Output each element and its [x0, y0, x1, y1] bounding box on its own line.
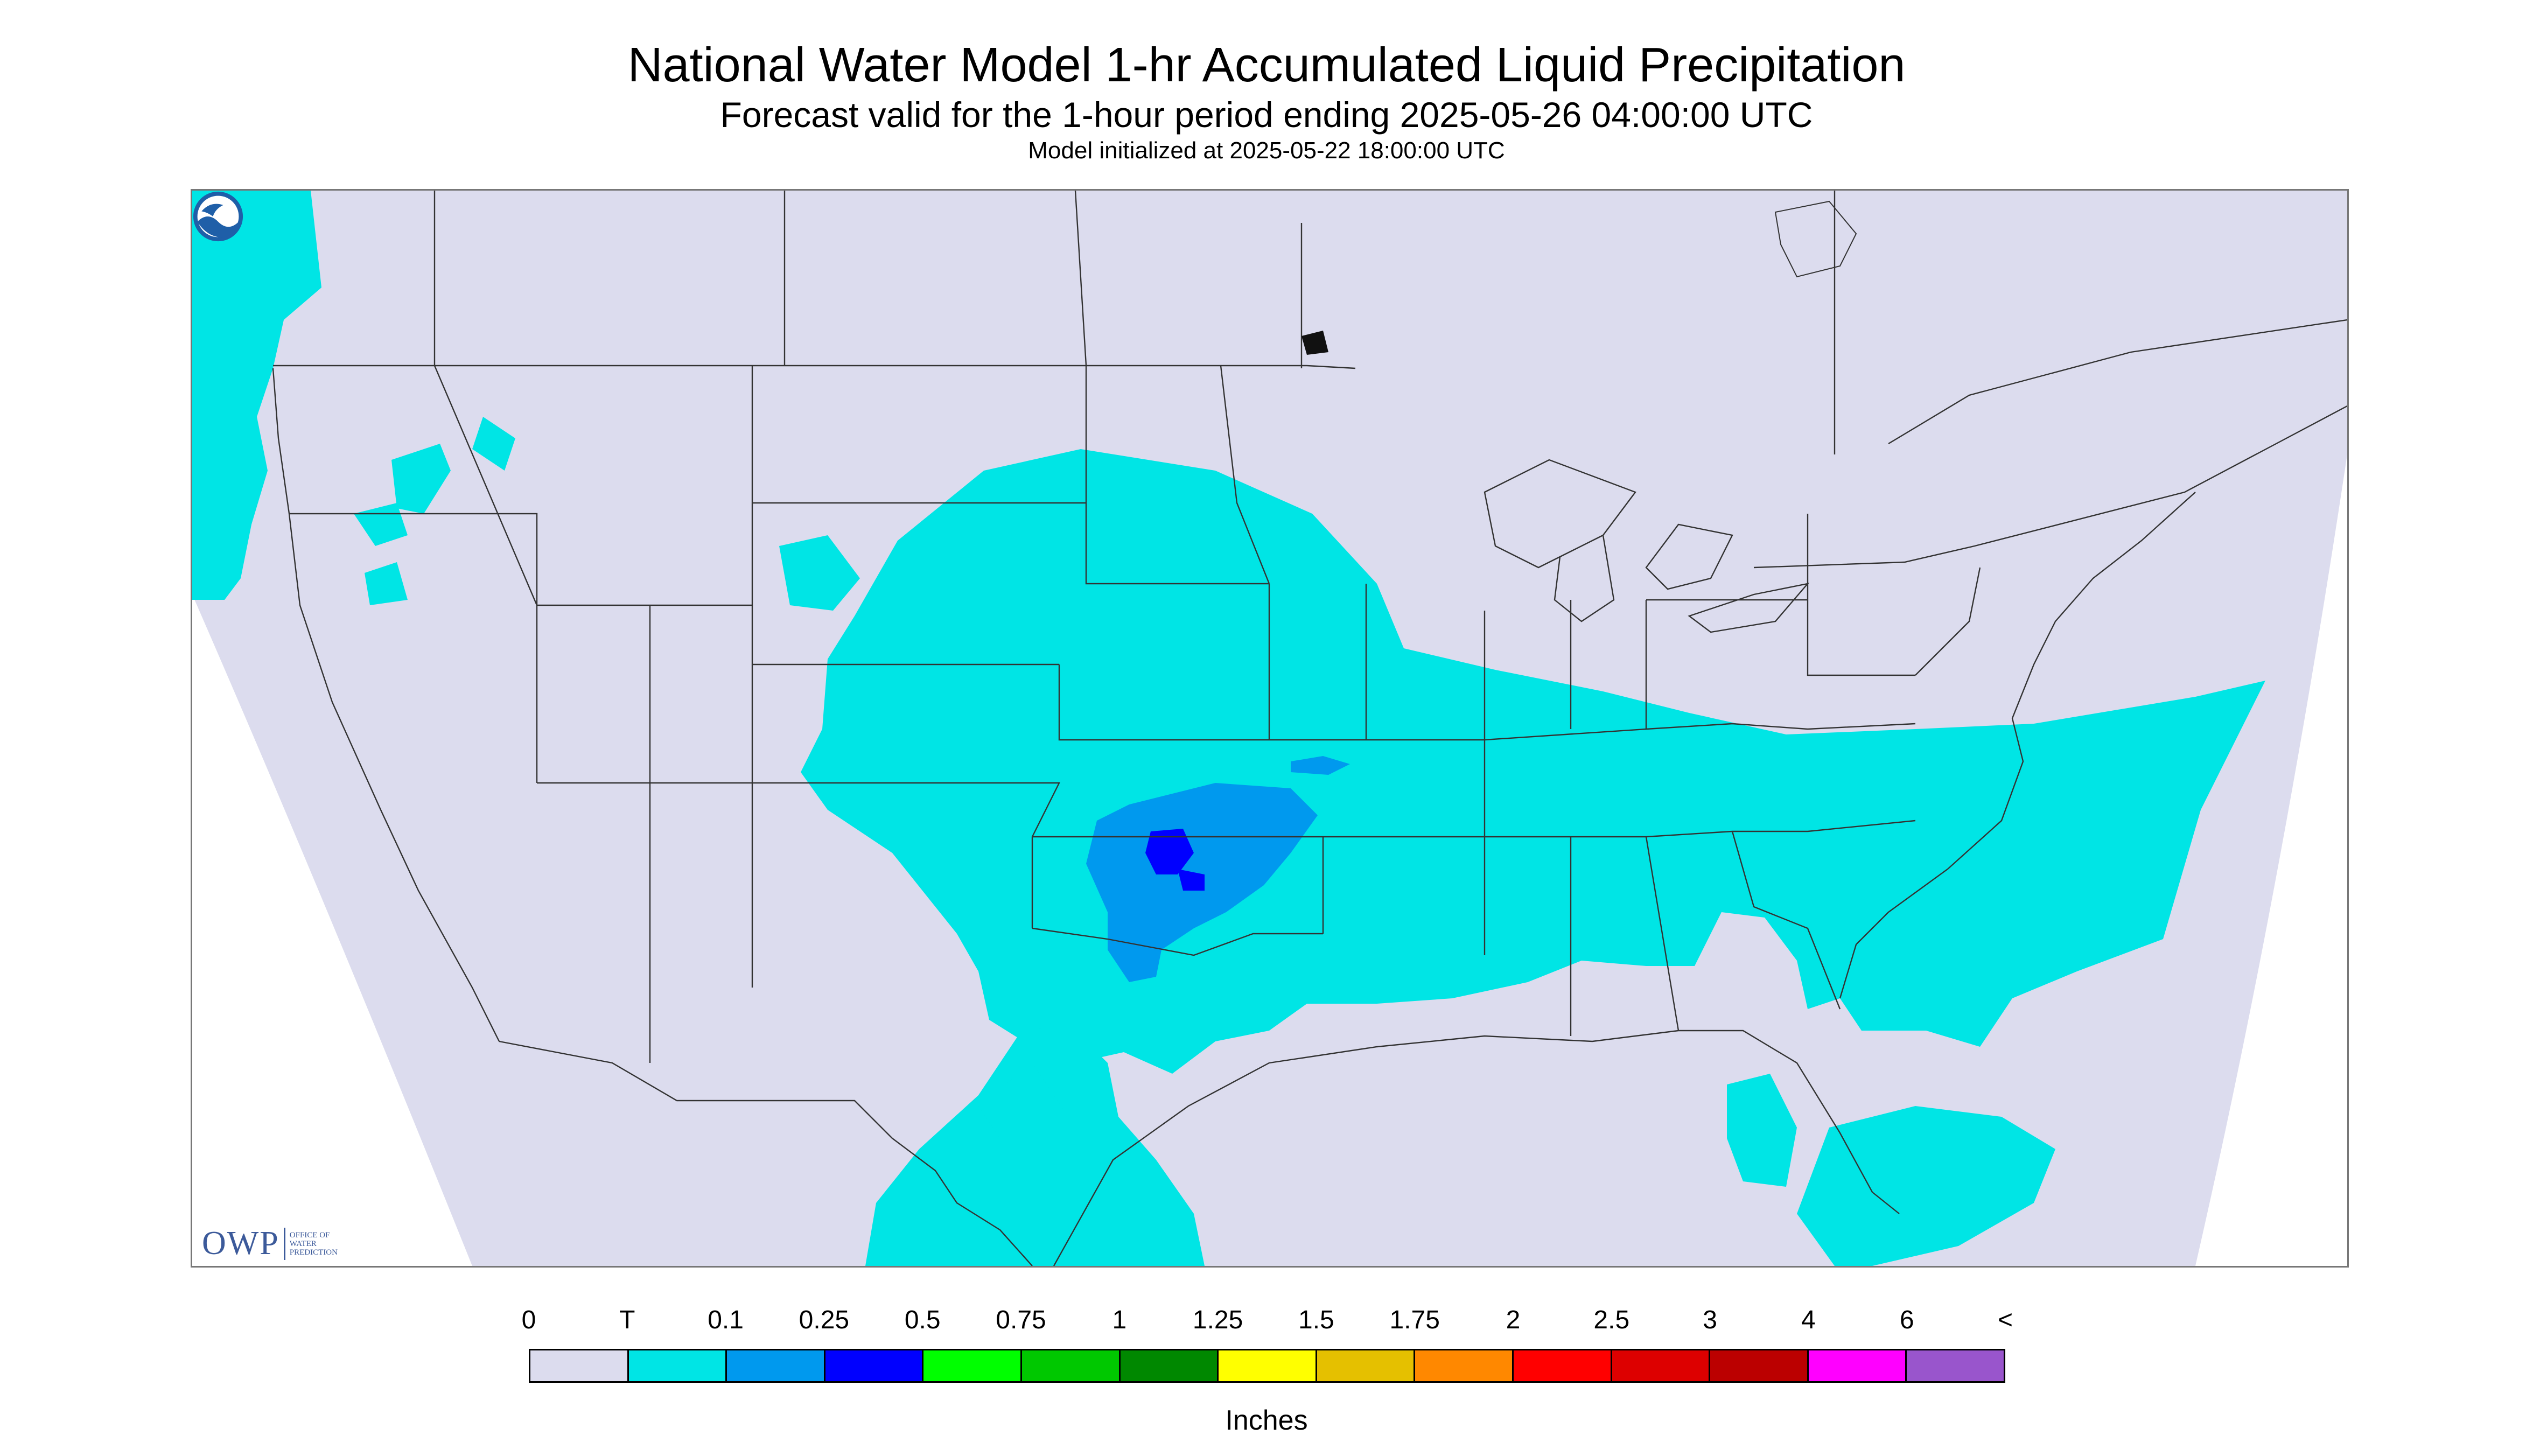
legend-swatch — [825, 1350, 924, 1381]
legend-units: Inches — [1225, 1405, 1308, 1436]
legend-tick-label: 0.75 — [996, 1306, 1046, 1334]
owp-line-2: WATER — [289, 1239, 317, 1248]
canada-provinces — [433, 191, 2347, 454]
owp-logo-divider — [283, 1227, 285, 1260]
legend-tick-label: 0.25 — [799, 1306, 850, 1334]
precip-quarter-areas — [1145, 829, 1205, 891]
precip-mexico-west — [978, 1063, 1065, 1160]
central-states — [989, 365, 1486, 956]
precip-pacific-nw — [192, 191, 321, 600]
legend-tick-label: 6 — [1899, 1306, 1914, 1334]
state-boundaries — [272, 191, 2347, 1266]
map-canvas — [192, 191, 2347, 1266]
hudson-bay-coast — [1774, 200, 1857, 278]
model-init-text: Model initialized at 2025-05-22 18:00:00… — [1028, 137, 1505, 164]
legend-tick-labels: 0 T 0.1 0.25 0.5 0.75 1 1.25 1.5 1.75 2 2.5 3 4 6 < — [522, 1305, 2013, 1338]
legend-tick-label: 2 — [1506, 1306, 1521, 1334]
west-states — [289, 365, 1269, 1063]
legend-tick-label: < — [1997, 1306, 2013, 1334]
atlantic-coast — [1839, 492, 2196, 999]
legend-swatch — [1612, 1350, 1711, 1381]
legend-tick-label: 4 — [1801, 1306, 1816, 1334]
legend-tick-label: 2.5 — [1593, 1306, 1630, 1334]
legend-tick-label: 1.25 — [1192, 1306, 1243, 1334]
east-states — [1269, 514, 1981, 1036]
gulf-coast — [1053, 1030, 1900, 1266]
legend-swatch — [1415, 1350, 1514, 1381]
precip-oregon-patch — [365, 562, 408, 605]
precip-kansas-0p1 — [1291, 756, 1350, 775]
great-lakes — [1484, 459, 1810, 633]
legend-tick-label: 1.5 — [1298, 1306, 1334, 1334]
legend-swatch — [923, 1350, 1022, 1381]
precipitation-map: OWP OFFICE OF WATER PREDICTION — [191, 189, 2349, 1268]
owp-logo-subtext: OFFICE OF WATER PREDICTION — [290, 1231, 338, 1257]
owp-logo: OWP OFFICE OF WATER PREDICTION — [202, 1224, 338, 1263]
legend-tick-label: 3 — [1703, 1306, 1717, 1334]
legend-tick-label: 0.1 — [708, 1306, 744, 1334]
legend-tick-label: 0 — [521, 1306, 536, 1334]
map-title: National Water Model 1-hr Accumulated Li… — [627, 38, 1906, 92]
mexico-border — [499, 1040, 1033, 1266]
legend-swatch — [1808, 1350, 1907, 1381]
precip-oklahoma-0p25-b — [1178, 869, 1205, 891]
legend-swatch — [727, 1350, 825, 1381]
noaa-logo — [193, 191, 243, 242]
precip-color-legend — [529, 1349, 2005, 1383]
pacific-coast — [272, 368, 500, 1042]
legend-swatch — [1907, 1350, 2004, 1381]
precip-florida — [1727, 1074, 1797, 1187]
precip-wyoming-patch — [779, 535, 860, 611]
legend-swatch — [1120, 1350, 1219, 1381]
legend-tick-label: 0.5 — [904, 1306, 941, 1334]
owp-line-1: OFFICE OF — [289, 1230, 330, 1240]
legend-swatch — [1219, 1350, 1317, 1381]
legend-swatch — [1317, 1350, 1416, 1381]
legend-tick-label: 1 — [1112, 1306, 1127, 1334]
legend-swatch — [628, 1350, 727, 1381]
legend-tick-label: T — [619, 1306, 635, 1334]
legend-tick-label: 1.75 — [1389, 1306, 1440, 1334]
precip-oklahoma-0p25 — [1145, 829, 1194, 874]
precip-cuba-bahamas — [1797, 1106, 2055, 1266]
legend-swatch — [1513, 1350, 1612, 1381]
legend-swatch — [1710, 1350, 1809, 1381]
legend-swatch — [530, 1350, 629, 1381]
us-canada-border — [273, 365, 1356, 369]
owp-line-3: PREDICTION — [289, 1248, 338, 1257]
us-canada-border-east — [1753, 405, 2347, 569]
owp-logo-text: OWP — [202, 1225, 279, 1262]
precip-idaho-patch — [391, 444, 451, 514]
legend-swatch — [1021, 1350, 1121, 1381]
lake-of-the-woods — [1302, 331, 1328, 355]
forecast-valid-subtitle: Forecast valid for the 1-hour period end… — [720, 95, 1813, 135]
precip-montana-patch — [472, 417, 515, 471]
